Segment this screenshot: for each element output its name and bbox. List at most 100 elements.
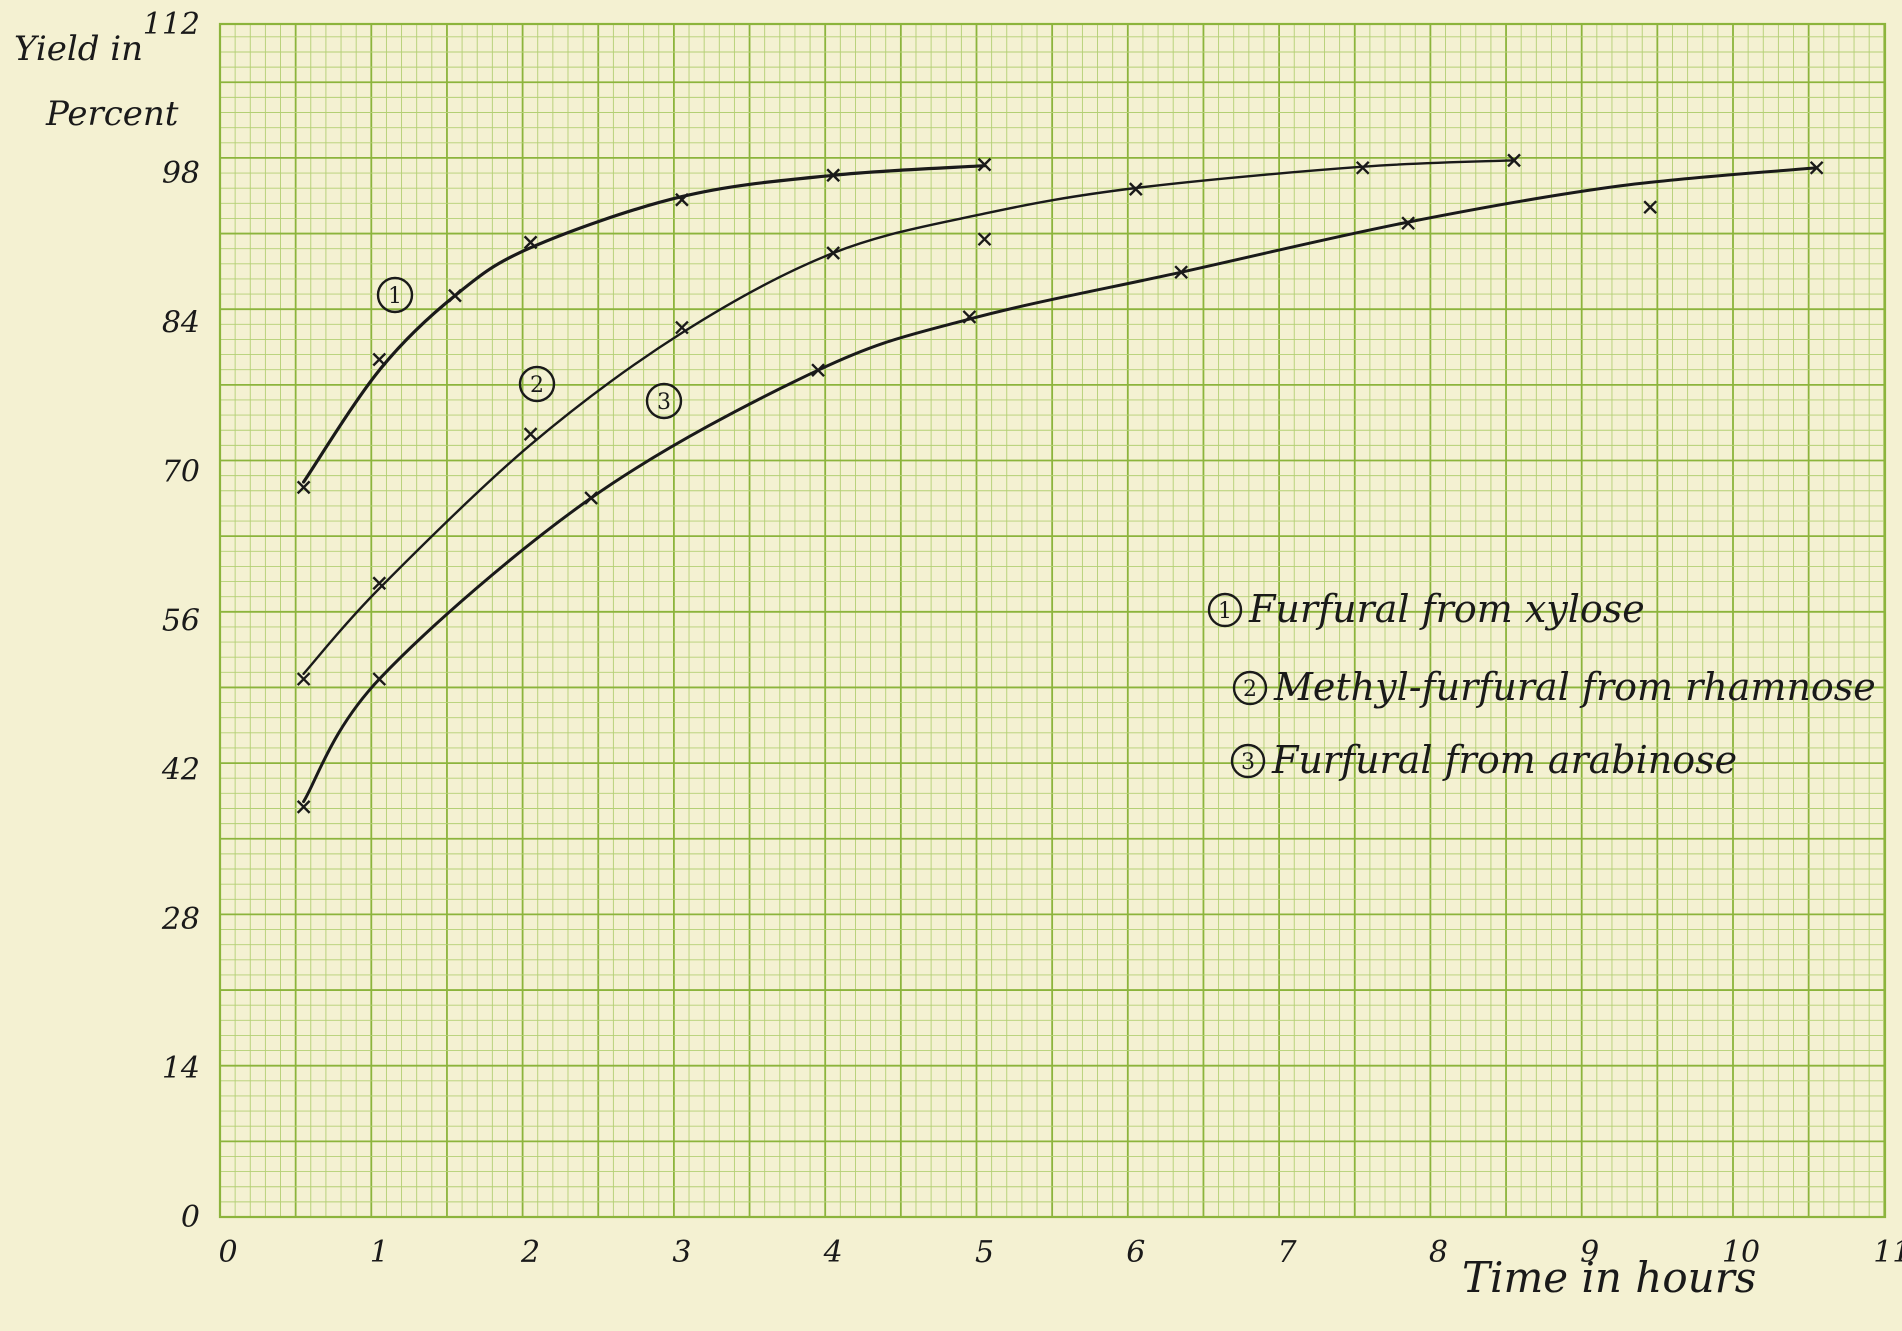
plot-border <box>218 22 1887 1219</box>
data-point-series-3 <box>1809 160 1824 175</box>
data-point-series-1 <box>296 480 311 495</box>
data-point-stroke <box>372 672 387 686</box>
y-tick-label: 56 <box>162 604 200 639</box>
data-point-stroke <box>1809 160 1824 175</box>
grid <box>218 22 1887 1219</box>
circle-number: 2 <box>530 373 544 398</box>
data-point-stroke <box>675 320 689 335</box>
data-point-series-2 <box>675 320 689 335</box>
legend-label: Furfural from arabinose <box>1271 738 1737 782</box>
y-tick-label: 0 <box>181 1200 200 1235</box>
y-tick-label: 70 <box>162 454 200 489</box>
data-point-series-1 <box>977 157 992 172</box>
circle-outline <box>518 365 556 403</box>
data-point-stroke <box>448 288 462 303</box>
circle-number: 1 <box>1218 599 1232 624</box>
data-point-stroke <box>1401 216 1415 231</box>
data-point-series-2 <box>826 246 841 260</box>
data-point-stroke <box>296 480 311 495</box>
curve-tag-2: 2 <box>518 365 556 403</box>
y-tick-label: 42 <box>161 753 200 788</box>
data-point-series-3 <box>584 491 598 505</box>
data-point-stroke <box>523 235 538 250</box>
x-tick-label: 10 <box>1722 1235 1760 1270</box>
data-point-series-2 <box>372 576 387 591</box>
data-point-stroke <box>584 491 598 505</box>
x-axis-title: Time in hours <box>1462 1253 1756 1302</box>
legend-label: Furfural from xylose <box>1248 587 1645 631</box>
legend: 1 Furfural from xylose 2 Methyl-furfural fr… <box>1207 587 1876 782</box>
data-point-series-1 <box>448 288 462 303</box>
x-tick-label: 8 <box>1429 1235 1448 1270</box>
x-tick-label: 6 <box>1126 1235 1145 1270</box>
data-point-series-3 <box>962 310 977 324</box>
data-point-stroke <box>962 310 977 324</box>
y-tick-label: 112 <box>143 7 200 42</box>
data-point-stroke <box>1128 182 1143 196</box>
circle-outline <box>1207 592 1243 628</box>
data-point-series-3 <box>1174 265 1189 280</box>
data-point-stroke <box>1507 153 1521 168</box>
circle-number: 2 <box>1243 677 1257 702</box>
data-point-stroke <box>811 363 825 378</box>
data-point-stroke <box>372 352 387 367</box>
curve-tag-1: 1 <box>376 276 414 314</box>
data-point-series-1 <box>372 352 387 367</box>
data-point-stroke <box>826 168 841 183</box>
circle-outline <box>1230 743 1266 779</box>
x-tick-label: 1 <box>370 1235 389 1270</box>
data-point-series-1 <box>675 192 689 207</box>
x-tick-label: 5 <box>975 1235 994 1270</box>
legend-label: Methyl-furfural from rhamnose <box>1273 665 1876 709</box>
data-points <box>296 153 1824 814</box>
data-point-stroke <box>523 427 538 441</box>
circle-number: 3 <box>657 390 671 415</box>
data-point-series-2 <box>523 427 538 441</box>
legend-marker: 3 <box>1230 743 1266 779</box>
data-point-series-2 <box>977 232 992 247</box>
data-point-series-1 <box>523 235 538 250</box>
legend-item-2: 2 Methyl-furfural from rhamnose <box>1232 665 1876 709</box>
data-point-stroke <box>296 672 311 686</box>
data-point-stroke <box>1643 200 1658 215</box>
circle-outline <box>376 276 414 314</box>
data-point-series-1 <box>826 168 841 183</box>
y-tick-label: 98 <box>162 156 200 191</box>
legend-marker: 1 <box>1207 592 1243 628</box>
legend-marker: 2 <box>1232 670 1268 706</box>
circle-outline <box>1232 670 1268 706</box>
data-point-stroke <box>977 232 992 247</box>
data-point-stroke <box>675 192 689 207</box>
curve-number-tags: 1 2 3 <box>376 276 683 420</box>
circle-number: 3 <box>1241 750 1255 775</box>
data-point-series-2 <box>1507 153 1521 168</box>
x-tick-label: 3 <box>672 1235 691 1270</box>
tick-labels: 01428425670849811201234567891011 <box>143 7 1902 1270</box>
data-point-series-2 <box>1128 182 1143 196</box>
data-point-stroke <box>1174 265 1189 280</box>
data-point-series-2 <box>1355 160 1370 175</box>
circle-outline <box>645 382 683 420</box>
data-point-series-3 <box>1401 216 1415 231</box>
y-tick-label: 84 <box>162 305 200 340</box>
legend-item-1: 1 Furfural from xylose <box>1207 587 1645 631</box>
circle-number: 1 <box>388 284 402 309</box>
x-tick-label: 11 <box>1873 1235 1902 1270</box>
x-tick-label: 9 <box>1580 1235 1599 1270</box>
data-point-series-3 <box>296 800 311 814</box>
data-point-stroke <box>977 157 992 172</box>
data-point-series-3 <box>811 363 825 378</box>
data-point-series-3 <box>1643 200 1658 215</box>
y-axis-title-line1: Yield in <box>14 29 143 69</box>
x-tick-label: 2 <box>520 1235 540 1270</box>
data-point-stroke <box>1355 160 1370 175</box>
data-point-series-2 <box>296 672 311 686</box>
y-tick-label: 14 <box>162 1051 200 1086</box>
x-tick-label: 7 <box>1278 1235 1298 1270</box>
x-tick-label: 0 <box>218 1235 237 1270</box>
data-point-stroke <box>372 576 387 591</box>
curve-tag-3: 3 <box>645 382 683 420</box>
data-point-stroke <box>296 800 311 814</box>
